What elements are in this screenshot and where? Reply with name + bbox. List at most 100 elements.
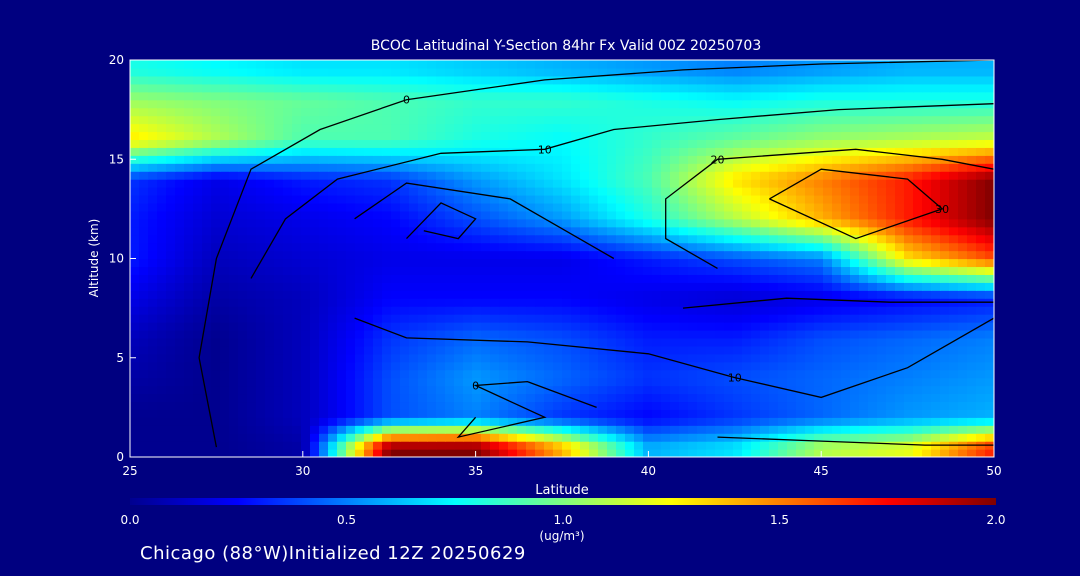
field-cell xyxy=(661,433,671,442)
field-cell xyxy=(508,274,518,283)
field-cell xyxy=(373,115,383,125)
field-cell xyxy=(598,353,608,363)
field-cell xyxy=(715,187,725,196)
field-cell xyxy=(598,441,608,450)
field-cell xyxy=(184,234,194,244)
field-cell xyxy=(859,393,869,403)
field-cell xyxy=(724,306,734,315)
field-cell xyxy=(841,210,851,220)
field-cell xyxy=(355,226,365,236)
field-cell xyxy=(688,147,698,156)
field-cell xyxy=(652,298,662,307)
field-cell xyxy=(139,234,149,244)
field-cell xyxy=(202,202,212,212)
field-cell xyxy=(220,147,230,156)
field-cell xyxy=(904,417,914,426)
field-cell xyxy=(616,314,626,323)
field-cell xyxy=(202,99,212,109)
field-cell xyxy=(895,314,905,323)
field-cell xyxy=(706,60,716,69)
field-cell xyxy=(382,171,392,180)
field-cell xyxy=(985,234,994,244)
field-cell xyxy=(139,425,149,434)
field-cell xyxy=(238,337,248,347)
field-cell xyxy=(931,131,941,140)
field-cell xyxy=(940,115,950,125)
field-cell xyxy=(148,99,158,109)
field-cell xyxy=(841,441,851,450)
field-cell xyxy=(355,337,365,347)
field-cell xyxy=(949,218,959,228)
field-cell xyxy=(238,306,248,315)
field-cell xyxy=(265,83,275,93)
field-cell xyxy=(157,401,167,410)
field-cell xyxy=(679,314,689,323)
field-cell xyxy=(256,298,266,307)
field-cell xyxy=(958,361,968,371)
field-cell xyxy=(328,441,338,450)
field-cell xyxy=(544,139,554,148)
field-cell xyxy=(832,242,842,252)
field-cell xyxy=(580,187,590,196)
field-cell xyxy=(904,60,914,69)
field-cell xyxy=(598,171,608,180)
field-cell xyxy=(373,226,383,236)
field-cell xyxy=(220,131,230,140)
field-cell xyxy=(607,187,617,196)
field-cell xyxy=(868,353,878,363)
field-cell xyxy=(751,155,761,164)
field-cell xyxy=(265,449,275,457)
field-cell xyxy=(760,218,770,228)
field-cell xyxy=(886,107,896,117)
field-cell xyxy=(184,337,194,347)
field-cell xyxy=(679,115,689,125)
field-cell xyxy=(481,314,491,323)
field-cell xyxy=(769,298,779,307)
field-cell xyxy=(769,115,779,125)
field-cell xyxy=(229,337,239,347)
field-cell xyxy=(634,107,644,117)
field-cell xyxy=(490,433,500,442)
field-cell xyxy=(931,266,941,275)
field-cell xyxy=(634,115,644,125)
field-cell xyxy=(382,179,392,188)
field-cell xyxy=(796,234,806,244)
field-cell xyxy=(823,425,833,434)
field-cell xyxy=(895,155,905,164)
field-cell xyxy=(436,337,446,347)
field-cell xyxy=(391,258,401,268)
field-cell xyxy=(193,67,203,77)
field-cell xyxy=(886,163,896,172)
field-cell xyxy=(373,361,383,371)
field-cell xyxy=(652,171,662,180)
field-cell xyxy=(319,329,329,339)
field-cell xyxy=(382,226,392,236)
field-cell xyxy=(868,194,878,204)
field-cell xyxy=(346,298,356,307)
field-cell xyxy=(724,385,734,395)
field-cell xyxy=(130,385,140,395)
field-cell xyxy=(895,306,905,315)
field-cell xyxy=(355,361,365,371)
field-cell xyxy=(265,322,275,331)
field-cell xyxy=(625,329,635,339)
field-cell xyxy=(949,417,959,426)
field-cell xyxy=(472,266,482,275)
field-cell xyxy=(841,107,851,117)
field-cell xyxy=(247,266,257,275)
field-cell xyxy=(940,409,950,418)
field-cell xyxy=(499,314,509,323)
field-cell xyxy=(607,393,617,403)
field-cell xyxy=(220,218,230,228)
field-cell xyxy=(706,242,716,252)
field-cell xyxy=(463,425,473,434)
field-cell xyxy=(769,226,779,236)
field-cell xyxy=(841,147,851,156)
field-cell xyxy=(346,274,356,283)
field-cell xyxy=(868,449,878,457)
field-cell xyxy=(427,361,437,371)
field-cell xyxy=(616,306,626,315)
field-cell xyxy=(634,409,644,418)
field-cell xyxy=(598,385,608,395)
field-cell xyxy=(481,441,491,450)
